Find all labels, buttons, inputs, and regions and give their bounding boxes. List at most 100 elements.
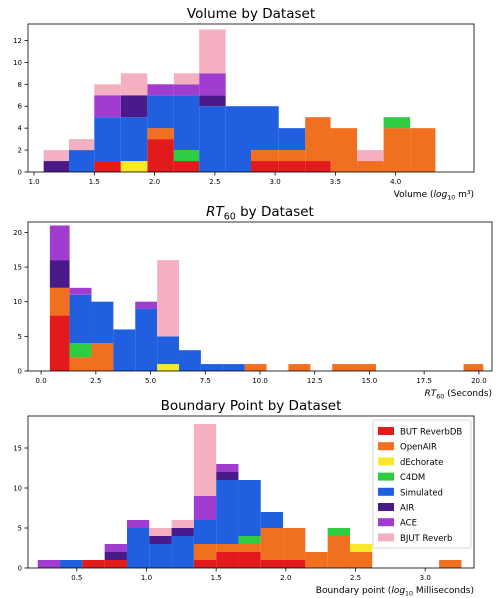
bar-ace-bin-5	[173, 84, 200, 96]
x-tick-label: 10.0	[252, 377, 268, 385]
bar-simulated-bin-8	[216, 480, 239, 544]
bar-simulated-bin-1	[68, 150, 95, 172]
bar-c4dm-bin-9	[238, 536, 261, 544]
bar-openair-bin-19	[463, 364, 484, 371]
bar-bjut-reverb-bin-5	[157, 260, 180, 337]
bar-simulated-bin-6	[179, 350, 201, 371]
x-tick-label: 3.0	[420, 574, 431, 582]
bar-dechorate-bin-5	[157, 364, 180, 371]
bar-openair-bin-8	[251, 150, 279, 162]
x-tick-label: 2.0	[149, 178, 160, 186]
y-tick-label: 20	[13, 229, 22, 237]
bar-simulated-bin-2	[94, 117, 121, 162]
x-tick-label: 1.5	[89, 178, 100, 186]
x-axis-label: RT60​ (Seconds)	[425, 389, 492, 400]
bar-air-bin-6	[199, 95, 226, 107]
bar-ace-bin-3	[104, 544, 127, 552]
bar-openair-bin-12	[305, 552, 328, 568]
bar-but-reverbdb-bin-10	[260, 560, 284, 568]
bar-openair-bin-1	[69, 357, 92, 371]
y-tick-label: 10	[13, 59, 22, 67]
y-tick-label: 15	[13, 445, 22, 453]
x-axis-label: Volume (log10​ m³)	[394, 190, 474, 201]
legend-swatch	[378, 518, 394, 527]
y-tick-label: 10	[13, 485, 22, 493]
x-tick-label: 4.0	[390, 178, 401, 186]
bar-but-reverbdb-bin-4	[147, 139, 174, 172]
y-tick-label: 15	[13, 264, 22, 272]
legend-swatch	[378, 427, 394, 435]
bar-ace-bin-4	[135, 301, 158, 309]
y-tick-label: 0	[18, 368, 22, 376]
bar-ace-bin-8	[216, 464, 239, 472]
bar-bjut-reverb-bin-12	[357, 150, 384, 162]
bar-but-reverbdb-bin-0	[49, 315, 70, 371]
bar-air-bin-3	[104, 552, 127, 560]
x-tick-label: 17.5	[416, 377, 432, 385]
bar-ace-bin-0	[37, 560, 61, 568]
x-tick-label: 2.5	[90, 377, 101, 385]
bar-simulated-bin-1	[60, 560, 83, 568]
bar-openair-bin-14	[354, 364, 376, 371]
bar-air-bin-6	[171, 528, 194, 536]
bar-dechorate-bin-3	[120, 161, 148, 172]
y-tick-label: 5	[18, 525, 22, 533]
legend: BUT ReverbDB OpenAIR dEchorate C4DM Simulate…	[372, 419, 472, 549]
bar-but-reverbdb-bin-9	[278, 161, 306, 172]
y-tick-label: 8	[18, 81, 22, 89]
bar-simulated-bin-6	[171, 536, 194, 568]
bar-simulated-bin-9	[238, 480, 261, 536]
bar-ace-bin-7	[193, 496, 217, 520]
y-tick-label: 0	[18, 169, 22, 177]
x-tick-label: 2.5	[350, 574, 361, 582]
bar-openair-bin-13	[327, 536, 350, 568]
bar-ace-bin-4	[126, 520, 150, 528]
bar-openair-bin-8	[216, 544, 239, 552]
bar-but-reverbdb-bin-2	[82, 560, 105, 568]
legend-label: Simulated	[400, 488, 443, 498]
bar-openair-bin-13	[332, 364, 355, 371]
bar-openair-bin-9	[238, 544, 261, 552]
bar-c4dm-bin-5	[173, 150, 200, 162]
legend-swatch	[378, 533, 394, 542]
bar-air-bin-5	[149, 536, 172, 544]
y-tick-label: 6	[18, 103, 23, 111]
bar-bjut-reverb-bin-6	[199, 29, 226, 74]
chart-1: 1.0 1.5 2.0 2.5 3.0 3.5 4.0 0 2 4 6 8 10 12 Volume by …	[13, 6, 475, 201]
y-tick-label: 5	[18, 333, 22, 341]
x-tick-label: 2.0	[280, 574, 291, 582]
legend-label: ACE	[400, 519, 417, 529]
bar-openair-bin-0	[49, 287, 70, 316]
bar-bjut-reverb-bin-7	[193, 424, 217, 496]
bar-openair-bin-13	[383, 128, 411, 172]
bar-dechorate-bin-14	[349, 544, 373, 552]
bar-openair-bin-9	[244, 364, 267, 371]
y-tick-label: 2	[18, 147, 22, 155]
bar-simulated-bin-3	[113, 329, 136, 371]
legend-swatch	[378, 472, 394, 481]
bar-c4dm-bin-13	[383, 117, 411, 129]
bar-openair-bin-14	[410, 128, 436, 172]
legend-label: C4DM	[400, 473, 425, 483]
legend-label: BUT ReverbDB	[400, 428, 462, 438]
bar-simulated-bin-1	[69, 294, 92, 344]
bar-openair-bin-11	[283, 528, 306, 560]
bar-simulated-bin-4	[135, 308, 158, 371]
chart-3: 0.5 1.0 1.5 2.0 2.5 3.0 0 5 10 15 Boundary Point b…	[13, 398, 475, 597]
axes-frame	[27, 415, 475, 569]
bar-simulated-bin-8	[251, 106, 279, 151]
bar-openair-bin-2	[91, 343, 114, 371]
chart-title: Boundary Point by Dataset	[161, 398, 342, 414]
bar-but-reverbdb-bin-8	[251, 161, 279, 172]
bar-but-reverbdb-bin-5	[173, 161, 200, 172]
legend-label: dEchorate	[400, 458, 443, 468]
bar-openair-bin-9	[278, 150, 306, 162]
y-tick-label: 12	[13, 37, 22, 45]
bar-simulated-bin-7	[193, 520, 217, 544]
x-tick-label: 1.0	[141, 574, 152, 582]
bar-ace-bin-6	[199, 73, 226, 96]
bar-bjut-reverb-bin-2	[94, 84, 121, 96]
x-tick-label: 7.5	[200, 377, 211, 385]
legend-swatch	[378, 503, 394, 511]
